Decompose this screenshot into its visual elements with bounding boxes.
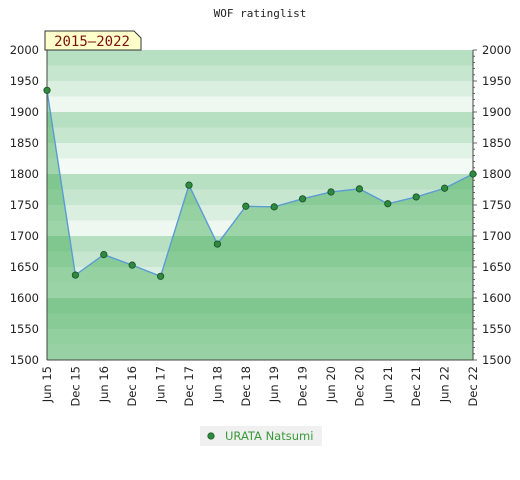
period-badge-box	[44, 30, 142, 51]
data-point	[157, 272, 165, 280]
x-tick-label: Dec 22	[466, 366, 480, 407]
data-point	[355, 185, 363, 193]
background-band	[47, 174, 473, 190]
data-point	[100, 251, 108, 259]
legend-box	[200, 426, 322, 446]
y-tick-label: 1800	[10, 167, 39, 181]
data-point	[213, 240, 221, 248]
x-tick-label: Dec 20	[352, 366, 366, 407]
period-badge: 2015–2022	[44, 30, 142, 51]
area-band	[47, 298, 473, 314]
background-band	[47, 158, 473, 175]
data-point	[384, 200, 392, 208]
y-tick-label-right: 1900	[482, 105, 511, 119]
y-axis-right: 1500 1550 1600 1650 1700 1750 1800 1850 1900 1950…	[482, 43, 511, 367]
background-band	[47, 50, 473, 66]
background-band	[47, 143, 473, 159]
data-point	[185, 181, 193, 189]
area-band	[47, 313, 473, 329]
data-point	[43, 86, 51, 94]
y-tick-label: 1950	[10, 74, 39, 88]
chart-title: WOF ratinglist	[214, 7, 307, 20]
y-tick-label: 1850	[10, 136, 39, 150]
y-tick-label: 1750	[10, 198, 39, 212]
y-tick-label: 1650	[10, 260, 39, 274]
x-tick-label: Dec 18	[239, 366, 253, 407]
data-point	[128, 261, 136, 269]
y-tick-label-right: 1700	[482, 229, 511, 243]
data-point	[270, 203, 278, 211]
x-tick-label: Jun 21	[381, 366, 395, 403]
x-tick-label: Dec 17	[182, 366, 196, 407]
x-tick-label: Dec 15	[68, 366, 82, 407]
background-band	[47, 81, 473, 97]
data-point	[469, 170, 477, 178]
x-tick-label: Dec 21	[409, 366, 423, 407]
y-tick-label: 2000	[10, 43, 39, 57]
y-tick-label-right: 1600	[482, 291, 511, 305]
x-tick-label: Dec 16	[125, 366, 139, 407]
x-tick-label: Dec 19	[296, 366, 310, 407]
legend[interactable]: URATA Natsumi	[200, 426, 322, 446]
x-tick-label: Jun 20	[324, 366, 338, 403]
data-point	[440, 184, 449, 192]
background-band	[47, 96, 473, 113]
series-area	[47, 90, 473, 361]
data-point	[298, 195, 307, 203]
y-tick-label-right: 1550	[482, 322, 511, 336]
axes	[46, 49, 477, 361]
legend-label: URATA Natsumi	[225, 429, 313, 443]
background-band	[47, 65, 473, 82]
y-tick-label: 1600	[10, 291, 39, 305]
x-tick-label: Jun 16	[97, 366, 111, 403]
x-tick-label: Jun 18	[210, 366, 224, 403]
y-tick-label-right: 1750	[482, 198, 511, 212]
period-badge-label: 2015–2022	[54, 34, 130, 50]
y-tick-label-right: 1950	[482, 74, 511, 88]
x-tick-label: Jun 19	[267, 366, 281, 403]
y-tick-label: 1900	[10, 105, 39, 119]
background-band	[47, 127, 473, 144]
data-points	[43, 86, 477, 280]
x-tick-label: Jun 22	[438, 366, 452, 403]
y-tick-label-right: 1500	[482, 353, 511, 367]
data-point	[327, 188, 335, 196]
legend-marker-icon	[207, 432, 215, 440]
x-tick-label: Jun 15	[40, 366, 54, 403]
y-tick-label-right: 1800	[482, 167, 511, 181]
background-band	[47, 112, 473, 128]
data-point	[71, 271, 80, 279]
y-tick-label: 1700	[10, 229, 39, 243]
data-point	[242, 202, 250, 210]
y-tick-label-right: 1650	[482, 260, 511, 274]
y-tick-label: 1500	[10, 353, 39, 367]
x-tick-label: Jun 17	[154, 366, 168, 403]
series-line	[46, 90, 474, 278]
y-tick-label-right: 1850	[482, 136, 511, 150]
y-tick-label-right: 2000	[482, 43, 511, 57]
y-axis-left: 1500 1550 1600 1650 1700 1750 1800 1850 1900 1950…	[10, 43, 39, 367]
data-point	[412, 193, 420, 201]
y-tick-label: 1550	[10, 322, 39, 336]
x-axis: Jun 15 Dec 15 Jun 16 Dec 16 Jun 17 Dec 17 Jun …	[40, 366, 480, 407]
